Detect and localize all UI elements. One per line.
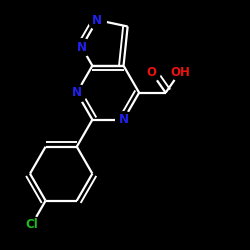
Text: O: O — [146, 66, 156, 79]
Text: N: N — [118, 113, 128, 126]
Text: N: N — [76, 40, 86, 54]
Text: N: N — [92, 14, 102, 26]
Text: N: N — [72, 86, 82, 99]
Text: Cl: Cl — [25, 218, 38, 232]
Text: OH: OH — [170, 66, 190, 79]
